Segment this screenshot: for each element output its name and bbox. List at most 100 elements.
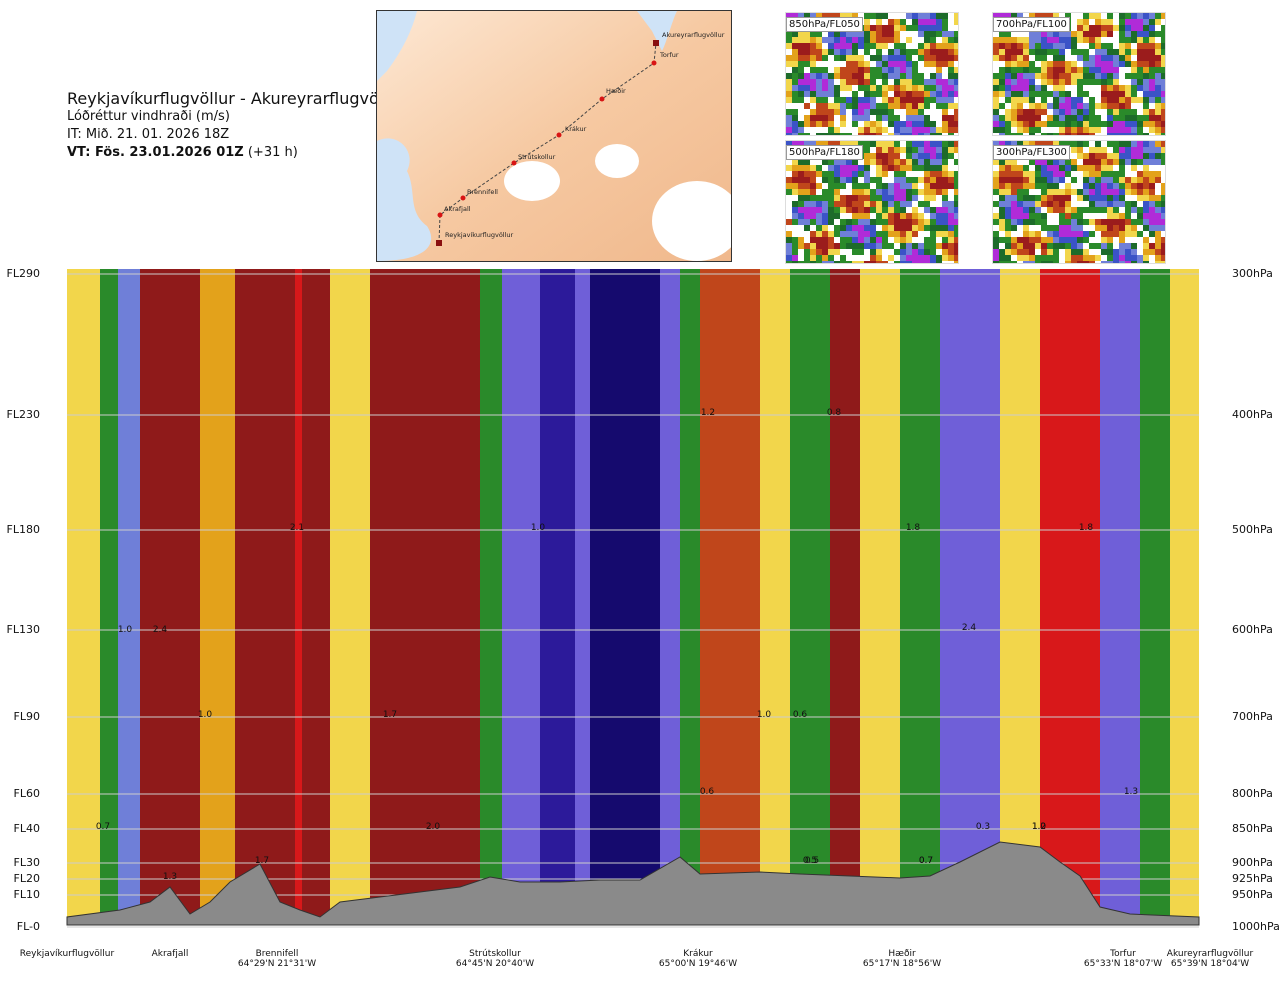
thumbnail-cell (948, 237, 954, 243)
thumbnail-cell (948, 121, 954, 127)
thumbnail-cell (1143, 103, 1149, 109)
thumbnail-cell (864, 147, 870, 153)
thumbnail-850[interactable]: 850hPa/FL050 (785, 12, 959, 136)
thumbnail-cell (1113, 177, 1119, 183)
thumbnail-cell (1047, 189, 1053, 195)
thumbnail-cell (834, 237, 840, 243)
thumbnail-cell (804, 37, 810, 43)
thumbnail-cell (1113, 79, 1119, 85)
thumbnail-cell (1161, 189, 1165, 195)
thumbnail-cell (918, 243, 924, 249)
thumbnail-300-field (993, 141, 1165, 263)
thumbnail-cell (840, 67, 846, 73)
thumbnail-cell (1005, 231, 1011, 237)
thumbnail-cell (1077, 55, 1083, 61)
thumbnail-cell (1077, 97, 1083, 103)
thumbnail-cell (810, 195, 816, 201)
thumbnail-cell (822, 171, 828, 177)
thumbnail-cell (948, 67, 954, 73)
thumbnail-cell (816, 133, 822, 135)
thumbnail-cell (1089, 147, 1095, 153)
thumbnail-cell (1017, 231, 1023, 237)
thumbnail-cell (1017, 177, 1023, 183)
thumbnail-cell (792, 219, 798, 225)
thumbnail-cell (828, 141, 834, 147)
thumbnail-500[interactable]: 500hPa/FL180 (785, 140, 959, 264)
map-airport-marker (653, 40, 659, 46)
thumbnail-cell (1011, 31, 1017, 37)
thumbnail-cell (1113, 103, 1119, 109)
thumbnail-cell (993, 91, 999, 97)
thumbnail-cell (888, 201, 894, 207)
contour-label: 0.7 (919, 856, 933, 866)
thumbnail-cell (924, 207, 930, 213)
thumbnail-cell (1119, 91, 1125, 97)
thumbnail-cell (1101, 201, 1107, 207)
flight-level-label: FL30 (13, 856, 40, 869)
thumbnail-cell (1143, 165, 1149, 171)
thumbnail-cell (1023, 67, 1029, 73)
thumbnail-cell (1131, 61, 1137, 67)
thumbnail-cell (804, 213, 810, 219)
thumbnail-cell (888, 147, 894, 153)
thumbnail-cell (918, 183, 924, 189)
thumbnail-cell (1035, 121, 1041, 127)
thumbnail-cell (1119, 255, 1125, 261)
thumbnail-cell (942, 165, 948, 171)
thumbnail-700[interactable]: 700hPa/FL100 (992, 12, 1166, 136)
thumbnail-cell (876, 213, 882, 219)
thumbnail-cell (1071, 19, 1077, 25)
thumbnail-cell (936, 55, 942, 61)
thumbnail-cell (876, 109, 882, 115)
thumbnail-cell (1131, 37, 1137, 43)
thumbnail-cell (846, 183, 852, 189)
thumbnail-cell (1005, 255, 1011, 261)
thumbnail-cell (1077, 49, 1083, 55)
thumbnail-cell (1161, 79, 1165, 85)
thumbnail-cell (1011, 165, 1017, 171)
thumbnail-cell (1107, 43, 1113, 49)
thumbnail-cell (1107, 231, 1113, 237)
thumbnail-cell (1131, 237, 1137, 243)
thumbnail-cell (906, 165, 912, 171)
thumbnail-cell (1125, 177, 1131, 183)
thumbnail-cell (1137, 189, 1143, 195)
thumbnail-cell (906, 213, 912, 219)
thumbnail-cell (954, 195, 958, 201)
thumbnail-cell (816, 249, 822, 255)
thumbnail-cell (900, 207, 906, 213)
thumbnail-cell (870, 255, 876, 261)
thumbnail-cell (1143, 97, 1149, 103)
thumbnail-cell (882, 255, 888, 261)
thumbnail-cell (1005, 31, 1011, 37)
thumbnail-cell (1143, 37, 1149, 43)
thumbnail-cell (816, 213, 822, 219)
thumbnail-cell (993, 115, 999, 121)
thumbnail-cell (1053, 91, 1059, 97)
thumbnail-cell (999, 177, 1005, 183)
thumbnail-300[interactable]: 300hPa/FL300 (992, 140, 1166, 264)
thumbnail-cell (864, 207, 870, 213)
thumbnail-cell (894, 97, 900, 103)
thumbnail-cell (1029, 61, 1035, 67)
thumbnail-cell (1077, 121, 1083, 127)
thumbnail-cell (1047, 67, 1053, 73)
thumbnail-cell (810, 67, 816, 73)
thumbnail-cell (840, 85, 846, 91)
wind-band (680, 269, 700, 925)
wind-band (1000, 269, 1040, 925)
thumbnail-cell (786, 243, 792, 249)
thumbnail-cell (858, 115, 864, 121)
thumbnail-cell (954, 97, 958, 103)
thumbnail-cell (1017, 225, 1023, 231)
thumbnail-cell (1065, 67, 1071, 73)
thumbnail-cell (1029, 121, 1035, 127)
thumbnail-cell (810, 49, 816, 55)
thumbnail-cell (999, 183, 1005, 189)
thumbnail-cell (1047, 91, 1053, 97)
thumbnail-cell (906, 159, 912, 165)
thumbnail-cell (804, 261, 810, 263)
thumbnail-cell (1065, 79, 1071, 85)
thumbnail-cell (1083, 13, 1089, 19)
thumbnail-cell (1131, 121, 1137, 127)
